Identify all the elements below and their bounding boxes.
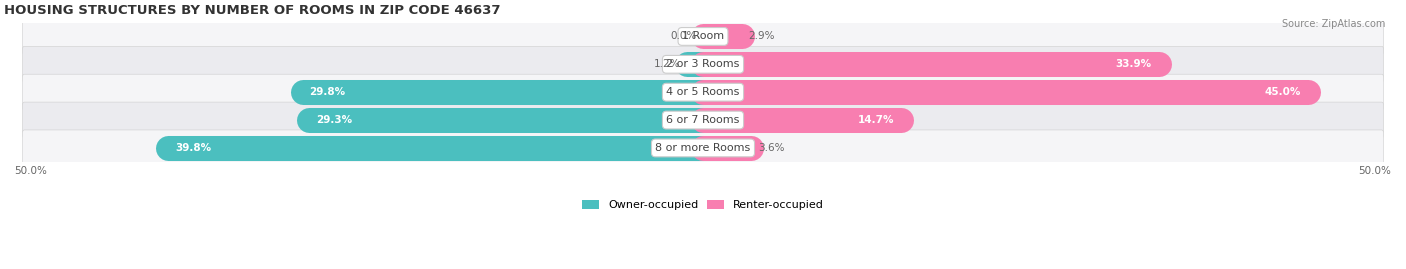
Text: 45.0%: 45.0% [1264,87,1301,97]
Text: 1 Room: 1 Room [682,31,724,41]
Text: 3.6%: 3.6% [758,143,785,153]
Text: Source: ZipAtlas.com: Source: ZipAtlas.com [1281,19,1385,29]
Text: 4 or 5 Rooms: 4 or 5 Rooms [666,87,740,97]
Text: HOUSING STRUCTURES BY NUMBER OF ROOMS IN ZIP CODE 46637: HOUSING STRUCTURES BY NUMBER OF ROOMS IN… [4,4,501,17]
FancyBboxPatch shape [22,46,1384,82]
Text: 29.3%: 29.3% [316,115,352,125]
Text: 39.8%: 39.8% [174,143,211,153]
Text: 8 or more Rooms: 8 or more Rooms [655,143,751,153]
FancyBboxPatch shape [22,74,1384,110]
Text: 14.7%: 14.7% [858,115,894,125]
Text: 1.2%: 1.2% [654,59,681,69]
FancyBboxPatch shape [22,130,1384,166]
FancyBboxPatch shape [22,19,1384,54]
Text: 33.9%: 33.9% [1116,59,1152,69]
Legend: Owner-occupied, Renter-occupied: Owner-occupied, Renter-occupied [578,196,828,215]
Text: 0.0%: 0.0% [671,31,696,41]
Text: 29.8%: 29.8% [309,87,346,97]
Text: 2.9%: 2.9% [748,31,775,41]
FancyBboxPatch shape [22,102,1384,138]
Text: 6 or 7 Rooms: 6 or 7 Rooms [666,115,740,125]
Text: 2 or 3 Rooms: 2 or 3 Rooms [666,59,740,69]
